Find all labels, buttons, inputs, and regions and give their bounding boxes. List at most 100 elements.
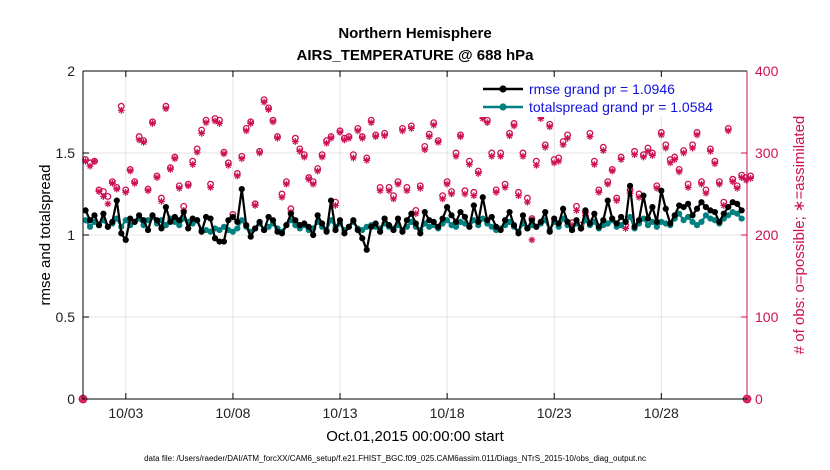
obs-assimilated-marker (403, 187, 411, 195)
star-stroke (703, 190, 709, 196)
rmse-point (537, 218, 544, 225)
rmse-point (198, 228, 205, 235)
star-stroke (279, 194, 285, 201)
rmse-point (301, 220, 308, 227)
obs-assimilated-marker (617, 156, 625, 163)
star-stroke (604, 181, 611, 187)
rmse-point (122, 236, 129, 244)
rmse-point (180, 208, 187, 216)
tick-labels: 10/03 10/08 10/13 10/18 10/23 10/2800.511.520… (56, 63, 779, 421)
obs-assimilated-marker (519, 152, 527, 160)
chart-subtitle: AIRS_TEMPERATURE @ 688 hPa (297, 47, 535, 64)
rmse-point (394, 215, 402, 222)
rmse-point (350, 217, 357, 224)
obs-assimilated-marker (251, 202, 259, 209)
line-layer (82, 182, 745, 253)
data-file-footnote: data file: /Users/raeder/DAI/ATM_forcXX/… (144, 454, 646, 463)
obs-assimilated-marker (202, 119, 210, 127)
obs-assimilated-marker (559, 141, 567, 149)
rmse-point (310, 231, 317, 239)
rmse-point (684, 200, 692, 207)
rmse-point (644, 215, 652, 222)
obs-assimilated-marker (439, 195, 447, 203)
chart-title: Northern Hemisphere (338, 25, 491, 42)
star-stroke (596, 189, 602, 196)
star-stroke (680, 150, 687, 156)
star-stroke (734, 185, 740, 192)
obs-assimilated-marker (126, 167, 134, 175)
star-stroke (212, 118, 218, 124)
obs-assimilated-marker (707, 147, 714, 155)
obs-assimilated-marker (416, 184, 424, 192)
star-stroke (172, 155, 178, 162)
rmse-point (725, 204, 732, 211)
rmse-point (91, 212, 98, 219)
rmse-point (336, 217, 344, 224)
totalspread-point (626, 213, 634, 221)
obs-assimilated-marker (265, 106, 272, 113)
legend-label-rmse: rmse grand pr = 1.0946 (529, 81, 675, 97)
star-stroke (319, 154, 325, 160)
rmse-point (649, 204, 656, 211)
rmse-point (220, 238, 228, 245)
obs-assimilated-marker (175, 184, 183, 192)
obs-assimilated-marker (631, 151, 638, 159)
star-stroke (564, 135, 571, 142)
obs-assimilated-marker (488, 152, 496, 160)
star-stroke (145, 187, 151, 194)
obs-assimilated-marker (483, 119, 491, 127)
obs-assimilated-marker (189, 161, 197, 168)
star-stroke (502, 184, 508, 191)
obs-assimilated-marker (399, 127, 406, 135)
rmse-point (176, 217, 183, 224)
obs-assimilated-marker (680, 149, 688, 157)
obs-assimilated-marker (372, 133, 380, 140)
star-stroke (453, 153, 459, 160)
obs-assimilated-marker (394, 180, 402, 188)
star-stroke (87, 163, 93, 169)
rmse-point (252, 225, 259, 232)
obs-assimilated-marker (332, 202, 339, 209)
rmse-point (631, 223, 638, 230)
y-left-tick-label: 0 (67, 391, 75, 407)
obs-assimilated-marker (470, 192, 478, 200)
axes (82, 70, 748, 400)
totalspread-point (698, 218, 705, 225)
rmse-point (528, 217, 535, 224)
obs-assimilated-marker (256, 149, 264, 157)
legend-marker-totalspread (499, 103, 507, 111)
rmse-point (327, 197, 335, 204)
obs-assimilated-marker (122, 188, 130, 196)
star-stroke (109, 180, 116, 187)
star-stroke (140, 139, 147, 146)
obs-assimilated-marker (367, 119, 375, 127)
x-axis-label: Oct.01,2015 00:00:00 start (326, 428, 504, 445)
obs-assimilated-marker (497, 152, 505, 160)
star-stroke (127, 168, 134, 174)
obs-assimilated-marker (318, 153, 326, 161)
obs-assimilated-marker (528, 236, 536, 244)
rmse-point (484, 217, 491, 224)
rmse-point (635, 217, 643, 224)
rmse-point (113, 197, 120, 204)
rmse-point (149, 212, 156, 219)
star-stroke (328, 135, 334, 142)
star-stroke (546, 123, 553, 130)
rmse-point (689, 212, 696, 219)
star-stroke (671, 156, 678, 163)
rmse-point (595, 223, 602, 230)
star-stroke (640, 154, 647, 160)
star-stroke (747, 175, 754, 182)
obs-assimilated-marker (336, 129, 344, 136)
star-stroke (122, 189, 129, 196)
star-stroke (292, 138, 299, 145)
obs-assimilated-marker (260, 98, 268, 106)
rmse-point (577, 225, 585, 232)
obs-assimilated-marker (425, 133, 433, 140)
star-stroke (555, 158, 562, 165)
star-stroke (667, 160, 674, 166)
obs-assimilated-marker (376, 187, 384, 195)
star-stroke (631, 151, 638, 158)
y-axis-right-label: # of obs: o=possible; ∗=assimilated (791, 116, 808, 355)
y-right-tick-label: 100 (755, 309, 779, 325)
